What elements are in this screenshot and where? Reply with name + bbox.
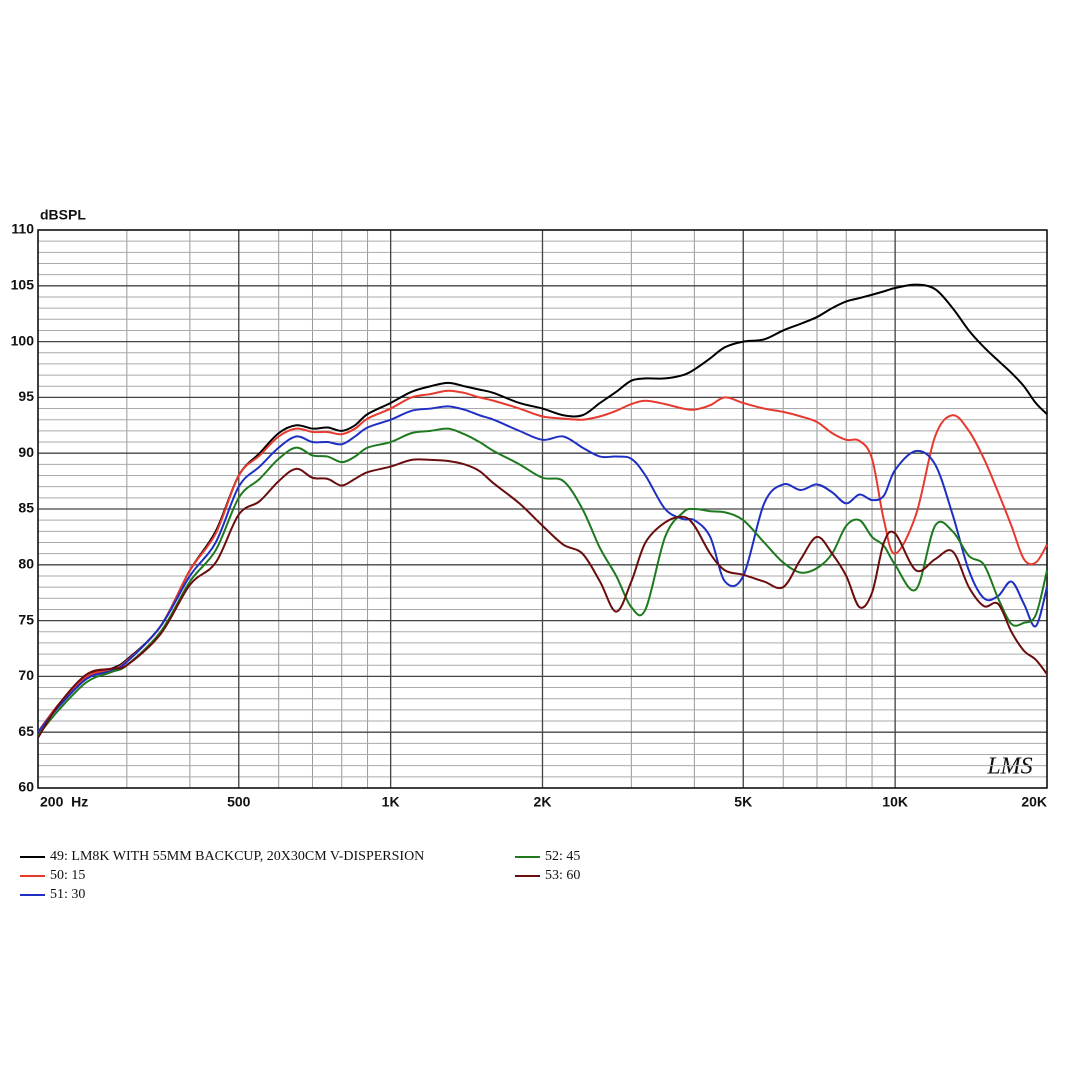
legend-label: 52: 45 bbox=[545, 849, 580, 864]
x-tick-label: 200 Hz bbox=[40, 794, 88, 810]
x-tick-label: 10K bbox=[882, 794, 908, 810]
y-tick-label: 105 bbox=[11, 277, 35, 293]
y-tick-label: 80 bbox=[18, 556, 34, 572]
line bbox=[37, 389, 1048, 733]
legend-label: 50: 15 bbox=[50, 868, 85, 883]
line bbox=[37, 405, 1048, 733]
legend-label: 49: LM8K WITH 55MM BACKCUP, 20X30CM V-DI… bbox=[50, 849, 424, 864]
line bbox=[37, 458, 1048, 739]
y-tick-label: 110 bbox=[11, 221, 34, 237]
legend-item: 51: 30 bbox=[20, 887, 85, 902]
legend-item: 50: 15 bbox=[20, 868, 85, 883]
x-tick-label: 500 bbox=[227, 794, 251, 810]
x-tick-label: 20K bbox=[1021, 794, 1047, 810]
y-tick-label: 95 bbox=[18, 388, 34, 404]
legend-item: 52: 45 bbox=[515, 849, 580, 864]
y-tick-label: 100 bbox=[11, 332, 35, 348]
legend-label: 51: 30 bbox=[50, 887, 85, 902]
y-tick-label: 60 bbox=[18, 779, 34, 795]
x-tick-label: 1K bbox=[382, 794, 400, 810]
legend-item: 53: 60 bbox=[515, 868, 580, 883]
y-tick-label: 85 bbox=[18, 500, 34, 516]
y-tick-label: 75 bbox=[18, 611, 34, 627]
y-tick-label: 90 bbox=[18, 444, 34, 460]
y-axis-label: dBSPL bbox=[40, 207, 86, 223]
x-tick-label: 2K bbox=[534, 794, 552, 810]
legend-item: 49: LM8K WITH 55MM BACKCUP, 20X30CM V-DI… bbox=[20, 849, 424, 864]
x-tick-label: 5K bbox=[734, 794, 752, 810]
plot-frame bbox=[37, 229, 1048, 789]
y-tick-label: 70 bbox=[18, 667, 34, 683]
line bbox=[37, 427, 1048, 737]
legend-label: 53: 60 bbox=[545, 868, 580, 883]
y-tick-label: 65 bbox=[18, 723, 34, 739]
line bbox=[37, 283, 1048, 733]
annotation: LMS bbox=[986, 754, 1032, 780]
